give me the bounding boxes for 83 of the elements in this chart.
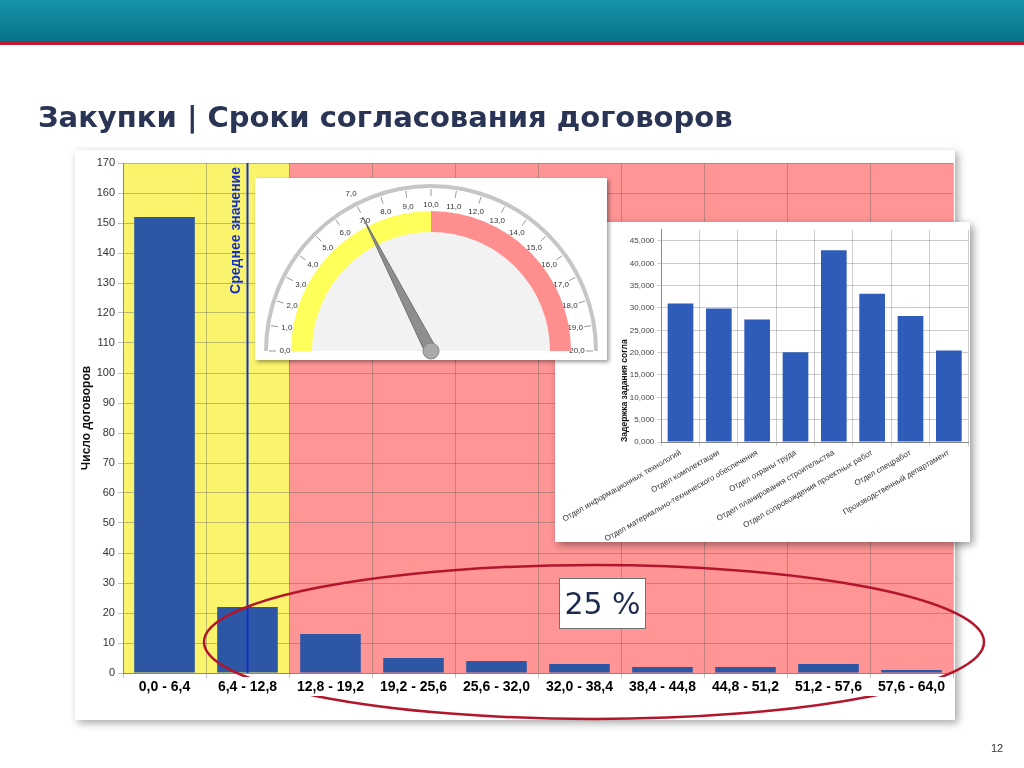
annotation: 12,0: [468, 207, 485, 217]
y-tick-label: 30: [102, 576, 115, 589]
bar: [744, 319, 770, 442]
ref-line-label: Среднее значение: [227, 166, 244, 294]
bar: [782, 352, 809, 442]
y-tick-label: 45,000: [629, 236, 655, 246]
annotation: 19,0: [567, 323, 584, 333]
bar: [549, 664, 610, 673]
y-tick-label: 150: [96, 216, 115, 229]
annotation: 7,0: [359, 216, 371, 226]
annotation: 20,0: [569, 346, 586, 356]
annotation: 8,0: [380, 207, 392, 217]
x-tick-label: 0,0 - 6,4: [138, 678, 191, 695]
y-tick-label: 160: [96, 186, 115, 199]
y-tick-label: 100: [96, 366, 115, 379]
y-tick-label: 60: [102, 486, 115, 499]
bar: [383, 658, 444, 673]
text: 12: [991, 742, 1004, 754]
annotation: 7,0: [345, 189, 358, 199]
x-tick-label: 51,2 - 57,6: [795, 678, 863, 695]
y-tick-label: 0: [108, 666, 115, 679]
annotation: 18,0: [562, 301, 579, 311]
annotation: 1,0: [281, 323, 293, 333]
y-tick-label: 50: [102, 516, 115, 529]
y-tick-label: 30,000: [629, 303, 655, 313]
annotation: 5,0: [322, 242, 334, 252]
annotation: 11,0: [446, 202, 462, 211]
bar: [300, 634, 361, 673]
annotation: 3,0: [295, 279, 308, 289]
annotation: 14,0: [509, 228, 526, 238]
y-tick-label: 80: [102, 426, 115, 439]
bar: [798, 664, 859, 673]
bar: [897, 316, 924, 442]
bar: [667, 303, 694, 442]
y-tick-label: 35,000: [629, 280, 655, 290]
y-axis-title: Задержка задания согла: [618, 339, 629, 442]
annotation: 0,0: [279, 346, 292, 356]
annotation: 10,0: [423, 200, 440, 210]
bar: [466, 661, 527, 673]
bar: [935, 350, 962, 442]
annotation: 2,0: [286, 301, 299, 311]
y-tick-label: 110: [97, 336, 115, 349]
y-tick-label: 40: [102, 546, 115, 559]
x-tick-label: 25,6 - 32,0: [463, 678, 531, 695]
y-tick-label: 15,000: [629, 370, 655, 380]
y-tick-label: 120: [96, 306, 115, 319]
bar: [217, 607, 278, 673]
y-tick-label: 70: [102, 456, 115, 469]
chart-title: Закупки | Сроки согласования договоров: [38, 100, 733, 135]
bar: [705, 308, 732, 442]
x-tick-label: 44,8 - 51,2: [712, 678, 780, 695]
y-axis-title: Число договоров: [78, 365, 93, 471]
x-tick-label: 38,4 - 44,8: [629, 678, 697, 695]
y-tick-label: 90: [102, 396, 115, 409]
y-tick-label: 10: [102, 636, 115, 649]
x-tick-label: 6,4 - 12,8: [217, 678, 278, 695]
bar: [632, 667, 693, 673]
x-tick-label: 12,8 - 19,2: [297, 678, 365, 695]
annotation: 13,0: [489, 216, 506, 226]
annotation: 15,0: [526, 242, 543, 252]
y-tick-label: 0,000: [634, 437, 655, 447]
x-tick-label: 32,0 - 38,4: [546, 678, 614, 695]
bar: [820, 250, 847, 442]
y-tick-label: 5,000: [634, 414, 655, 424]
y-tick-label: 130: [96, 276, 115, 289]
y-tick-label: 10,000: [629, 392, 655, 402]
y-tick-label: 20: [102, 606, 115, 619]
y-tick-label: 170: [96, 156, 115, 169]
annotation: 16,0: [541, 260, 558, 270]
annotation: 4,0: [307, 260, 319, 270]
bar: [881, 670, 942, 673]
x-tick-label: 57,6 - 64,0: [878, 678, 946, 695]
annotation: 6,0: [339, 228, 352, 238]
bar: [715, 667, 776, 673]
y-tick-label: 40,000: [629, 258, 655, 268]
bar: [859, 293, 886, 442]
y-tick-label: 140: [96, 246, 115, 259]
y-tick-label: 20,000: [629, 347, 655, 357]
x-tick-label: 19,2 - 25,6: [380, 678, 448, 695]
y-tick-label: 25,000: [629, 325, 655, 335]
annotation: 9,0: [402, 202, 415, 211]
annotation: 17,0: [553, 279, 570, 289]
annotation: 25 %: [559, 578, 646, 629]
